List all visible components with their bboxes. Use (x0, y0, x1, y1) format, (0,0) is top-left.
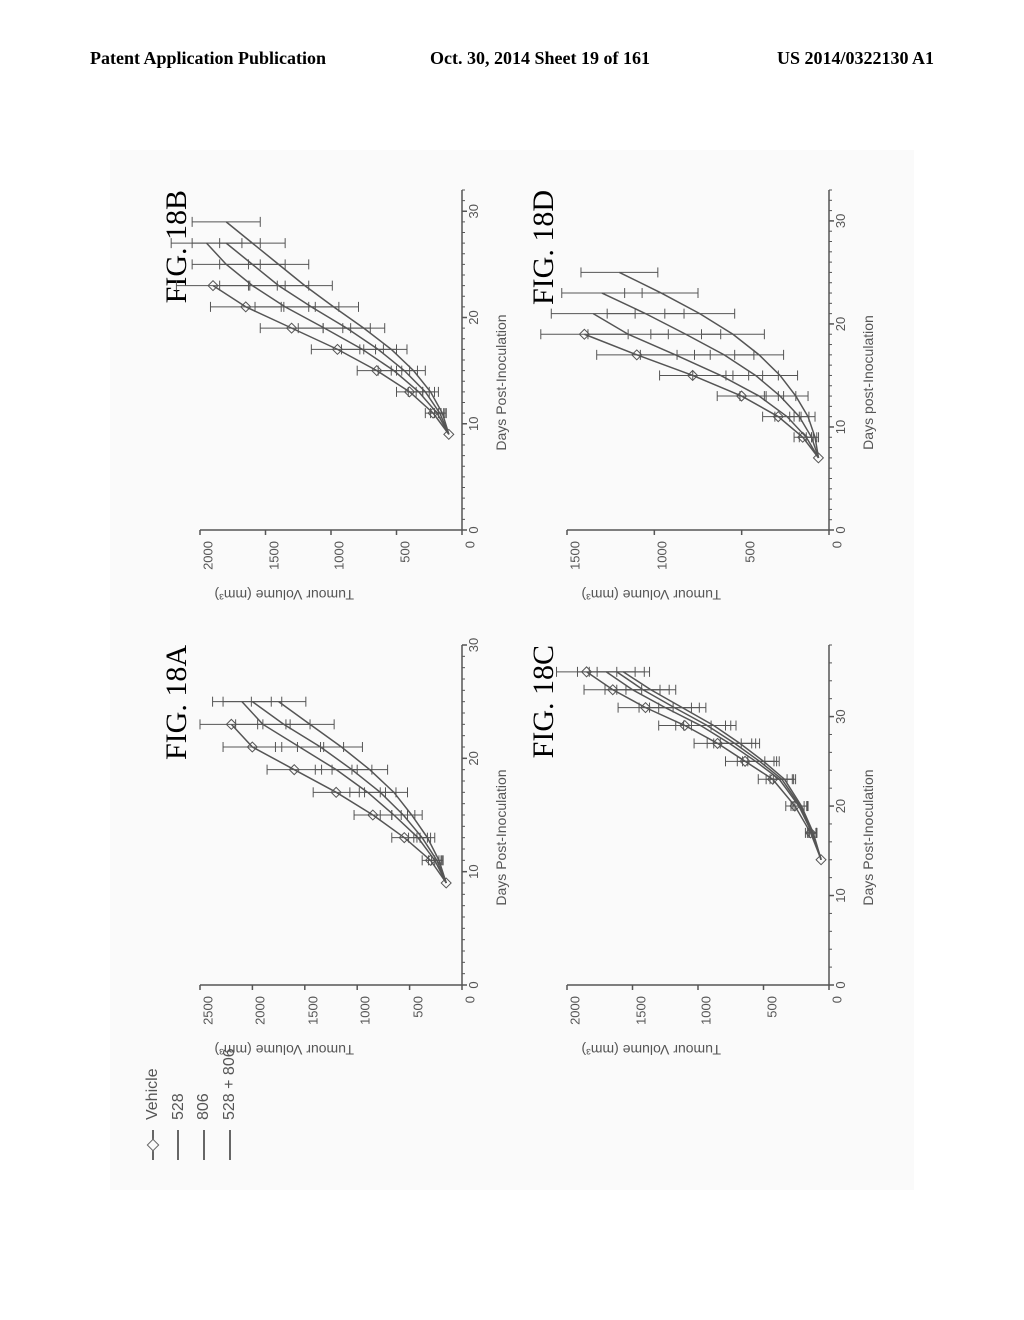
figure-frame: Vehicle 528 806 528 + 806 FIG. 18A Tumou… (110, 150, 914, 1190)
x-axis-label: Days post-Inoculation (860, 315, 876, 450)
legend-line-vehicle (152, 1130, 154, 1160)
y-axis-label: Tumour Volume (mm³) (214, 1042, 354, 1058)
chart-svg (200, 190, 462, 530)
ytick-label: 500 (410, 990, 425, 1018)
ytick-label: 2500 (201, 990, 216, 1025)
xtick-label: 20 (466, 310, 481, 324)
xtick-label: 30 (466, 638, 481, 652)
panel-label: FIG. 18A (160, 645, 194, 760)
ytick-label: 500 (742, 535, 757, 563)
legend-line-528 (177, 1130, 179, 1160)
xtick-label: 0 (466, 526, 481, 533)
plot-area (567, 645, 829, 985)
panel-label: FIG. 18B (160, 190, 194, 303)
xtick-label: 0 (833, 981, 848, 988)
x-axis-label: Days Post-Inoculation (493, 769, 509, 905)
ytick-label: 0 (463, 535, 478, 548)
ytick-label: 1000 (332, 535, 347, 570)
ytick-label: 500 (764, 990, 779, 1018)
header-center: Oct. 30, 2014 Sheet 19 of 161 (430, 48, 650, 69)
ytick-label: 2000 (568, 990, 583, 1025)
xtick-label: 30 (833, 709, 848, 723)
plot-area (200, 190, 462, 530)
xtick-label: 30 (833, 214, 848, 228)
legend-label: 528 (166, 1093, 192, 1120)
ytick-label: 1500 (633, 990, 648, 1025)
y-axis-label: Tumour Volume (mm³) (581, 1042, 721, 1058)
panel-label: FIG. 18C (527, 645, 561, 758)
xtick-label: 30 (466, 204, 481, 218)
ytick-label: 0 (830, 535, 845, 548)
x-axis-label: Days Post-Inoculation (493, 314, 509, 450)
chart-svg (567, 190, 829, 530)
panel-d: FIG. 18D Tumour Volume (mm³) Days post-I… (557, 180, 884, 585)
legend-item-combo: 528 + 806 (217, 1048, 243, 1160)
y-axis-label: Tumour Volume (mm³) (581, 587, 721, 603)
ytick-label: 1500 (305, 990, 320, 1025)
legend-line-combo (229, 1130, 231, 1160)
legend-item-528: 528 (166, 1048, 192, 1160)
legend-label: Vehicle (140, 1068, 166, 1120)
y-axis-label: Tumour Volume (mm³) (214, 587, 354, 603)
ytick-label: 0 (830, 990, 845, 1003)
ytick-label: 500 (397, 535, 412, 563)
ytick-label: 1000 (699, 990, 714, 1025)
chart-svg (200, 645, 462, 985)
ytick-label: 0 (463, 990, 478, 1003)
plot-area (567, 190, 829, 530)
xtick-label: 0 (466, 981, 481, 988)
ytick-label: 2000 (253, 990, 268, 1025)
legend-label: 806 (191, 1093, 217, 1120)
panel-c: FIG. 18C Tumour Volume (mm³) Days Post-I… (557, 635, 884, 1040)
chart-grid: FIG. 18A Tumour Volume (mm³) Days Post-I… (190, 180, 884, 1040)
plot-area (200, 645, 462, 985)
xtick-label: 10 (466, 417, 481, 431)
xtick-label: 0 (833, 526, 848, 533)
header-right: US 2014/0322130 A1 (777, 48, 934, 69)
xtick-label: 20 (833, 799, 848, 813)
panel-a: FIG. 18A Tumour Volume (mm³) Days Post-I… (190, 635, 517, 1040)
ytick-label: 1500 (266, 535, 281, 570)
xtick-label: 20 (833, 317, 848, 331)
legend-label: 528 + 806 (217, 1048, 243, 1120)
xtick-label: 10 (833, 420, 848, 434)
xtick-label: 20 (466, 751, 481, 765)
header-left: Patent Application Publication (90, 48, 326, 69)
ytick-label: 1000 (655, 535, 670, 570)
xtick-label: 10 (833, 888, 848, 902)
rotated-figure: Vehicle 528 806 528 + 806 FIG. 18A Tumou… (110, 150, 914, 1190)
legend-item-806: 806 (191, 1048, 217, 1160)
panel-b: FIG. 18B Tumour Volume (mm³) Days Post-I… (190, 180, 517, 585)
legend: Vehicle 528 806 528 + 806 (140, 1048, 242, 1160)
x-axis-label: Days Post-Inoculation (860, 769, 876, 905)
chart-svg (567, 645, 829, 985)
legend-item-vehicle: Vehicle (140, 1048, 166, 1160)
ytick-label: 1500 (568, 535, 583, 570)
xtick-label: 10 (466, 864, 481, 878)
ytick-label: 2000 (201, 535, 216, 570)
legend-line-806 (203, 1130, 205, 1160)
panel-label: FIG. 18D (527, 190, 561, 305)
ytick-label: 1000 (358, 990, 373, 1025)
